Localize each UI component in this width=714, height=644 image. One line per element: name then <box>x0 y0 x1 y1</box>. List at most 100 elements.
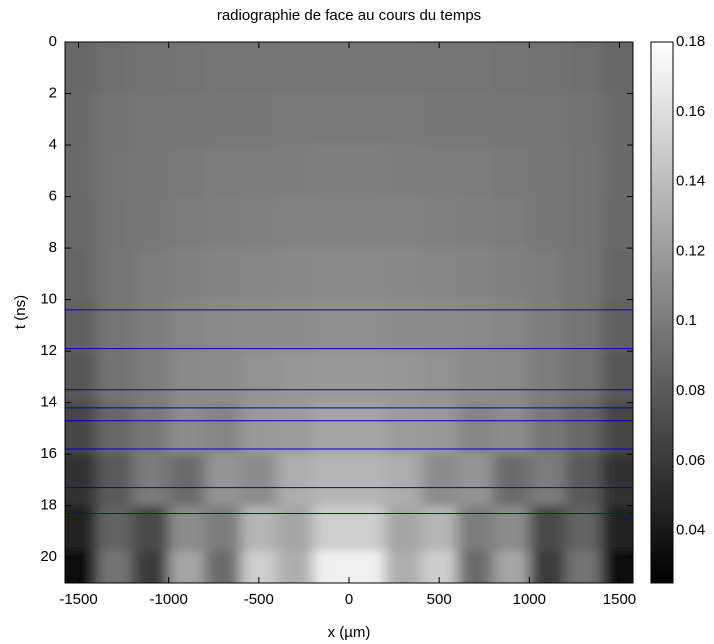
heatmap-cell <box>240 93 278 146</box>
heatmap-cell <box>493 402 530 455</box>
heatmap-cell <box>457 93 494 146</box>
heatmap-cell <box>96 196 134 249</box>
heatmap-cell <box>601 454 633 507</box>
x-axis-label: x (µm) <box>328 624 371 641</box>
heatmap-cell <box>601 196 633 249</box>
heatmap-cell <box>565 402 602 455</box>
heatmap-cell <box>385 145 422 198</box>
heatmap-cell <box>132 351 170 404</box>
heatmap-cell <box>565 93 602 146</box>
heatmap-cell <box>457 145 494 198</box>
heatmap-cell <box>493 299 530 352</box>
heatmap-cell <box>385 505 422 552</box>
heatmap-cell <box>493 351 530 404</box>
heatmap-cell <box>601 248 633 301</box>
y-tick-label: 14 <box>40 394 57 411</box>
heatmap-cell <box>132 196 170 249</box>
heatmap-cell <box>168 248 206 301</box>
heatmap-cell <box>529 42 566 95</box>
heatmap-cell <box>312 145 350 198</box>
heatmap-cell <box>168 196 206 249</box>
heatmap-cell <box>96 248 134 301</box>
heatmap-cell <box>96 351 134 404</box>
heatmap-cell <box>421 454 458 507</box>
heatmap-cell <box>65 299 98 352</box>
heatmap-cell <box>65 42 98 95</box>
heatmap-cell <box>421 196 458 249</box>
heatmap-cell <box>168 93 206 146</box>
heatmap-cell <box>493 248 530 301</box>
chart-title: radiographie de face au cours du temps <box>217 7 481 24</box>
heatmap-cell <box>457 454 494 507</box>
heatmap-cell <box>168 42 206 95</box>
heatmap-cell <box>65 402 98 455</box>
heatmap-cell <box>312 402 350 455</box>
heatmap-cell <box>385 93 422 146</box>
heatmap-cell <box>601 93 633 146</box>
y-tick-label: 12 <box>40 342 57 359</box>
heatmap-cell <box>65 505 98 552</box>
heatmap-cell <box>168 550 206 583</box>
heatmap-cell <box>565 248 602 301</box>
colorbar-tick-label: 0.14 <box>676 173 705 190</box>
heatmap-cell <box>240 351 278 404</box>
heatmap-cell <box>529 93 566 146</box>
heatmap-cell <box>421 145 458 198</box>
heatmap-cell <box>565 299 602 352</box>
x-tick-label: 500 <box>427 591 452 608</box>
heatmap-cell <box>65 550 98 583</box>
heatmap-cell <box>385 351 422 404</box>
heatmap-cell <box>312 505 350 552</box>
heatmap-cell <box>96 93 134 146</box>
heatmap-cell <box>349 550 386 583</box>
heatmap-cell <box>132 248 170 301</box>
heatmap-cell <box>601 299 633 352</box>
x-tick-label: -1500 <box>59 591 97 608</box>
heatmap-cell <box>204 42 242 95</box>
heatmap-cell <box>204 93 242 146</box>
heatmap-cell <box>421 505 458 552</box>
heatmap-cell <box>529 299 566 352</box>
heatmap-cell <box>132 505 170 552</box>
heatmap-cell <box>349 454 386 507</box>
heatmap-cell <box>349 93 386 146</box>
heatmap-cell <box>276 351 314 404</box>
heatmap-cell <box>565 42 602 95</box>
colorbar-tick-label: 0.18 <box>676 33 705 50</box>
heatmap-cell <box>65 454 98 507</box>
heatmap-cell <box>96 505 134 552</box>
colorbar-tick-label: 0.08 <box>676 382 705 399</box>
heatmap-cell <box>457 248 494 301</box>
heatmap-cell <box>421 42 458 95</box>
heatmap-cell <box>96 42 134 95</box>
heatmap-cell <box>457 42 494 95</box>
x-tick-label: 1000 <box>513 591 546 608</box>
heatmap-cell <box>385 248 422 301</box>
heatmap-cell <box>493 42 530 95</box>
heatmap-cell <box>565 351 602 404</box>
heatmap-cell <box>601 145 633 198</box>
heatmap-cell <box>276 93 314 146</box>
heatmap-cell <box>529 505 566 552</box>
heatmap-cell <box>349 145 386 198</box>
heatmap-cell <box>385 42 422 95</box>
y-tick-label: 2 <box>49 84 57 101</box>
heatmap-cell <box>349 351 386 404</box>
heatmap-cell <box>204 145 242 198</box>
heatmap-cell <box>132 454 170 507</box>
heatmap-cell <box>240 550 278 583</box>
heatmap-cell <box>312 550 350 583</box>
heatmap-cell <box>493 93 530 146</box>
heatmap-cell <box>565 196 602 249</box>
heatmap-cell <box>204 351 242 404</box>
heatmap-cell <box>349 299 386 352</box>
heatmap-cell <box>385 402 422 455</box>
heatmap-cell <box>529 402 566 455</box>
heatmap-cell <box>240 145 278 198</box>
heatmap-cell <box>204 196 242 249</box>
colorbar-tick-label: 0.06 <box>676 452 705 469</box>
heatmap-cell <box>96 402 134 455</box>
heatmap-cell <box>457 196 494 249</box>
heatmap-cell <box>276 505 314 552</box>
heatmap-cell <box>132 93 170 146</box>
